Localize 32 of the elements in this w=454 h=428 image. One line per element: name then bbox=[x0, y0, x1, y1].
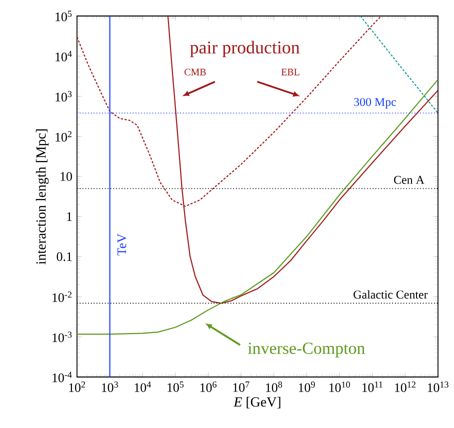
y-tick-label: 10$^{-4}$ bbox=[52, 372, 72, 382]
x-tick-label: 10$^{5}$ bbox=[168, 382, 184, 392]
text: inverse-Compton bbox=[248, 342, 365, 358]
x-tick-label: 10$^{9}$ bbox=[298, 382, 315, 392]
x-tick-label: 10$^{13}$ bbox=[428, 382, 448, 392]
x-tick-label: 10$^{2}$ bbox=[69, 382, 85, 392]
text: EBL bbox=[281, 68, 300, 76]
x-axis-title: E [GeV] bbox=[234, 396, 280, 408]
y-tick-label: 10$^{-3}$ bbox=[52, 332, 72, 342]
ref-line-label: TeV bbox=[118, 234, 126, 256]
series-label: CMB bbox=[184, 68, 206, 76]
y-tick-label: 10$^{3}$ bbox=[56, 90, 72, 102]
y-tick-label: 10$^{4}$ bbox=[56, 50, 72, 62]
x-tick-label: 10$^{8}$ bbox=[266, 382, 282, 392]
y-tick-label: 10$^{-2}$ bbox=[52, 292, 72, 302]
annotation: pair production bbox=[190, 40, 300, 58]
y-tick-label: 1 bbox=[67, 212, 72, 221]
y-tick-label: 10 bbox=[60, 172, 72, 181]
x-tick-label: 10$^{12}$ bbox=[395, 382, 416, 392]
y-tick-label: 10$^{5}$ bbox=[56, 10, 72, 22]
x-tick-label: 10$^{10}$ bbox=[329, 382, 350, 392]
y-tick-label: 10$^{2}$ bbox=[56, 131, 72, 142]
x-tick-label: 10$^{7}$ bbox=[233, 382, 250, 392]
ref-line-label: Galactic Center bbox=[354, 290, 428, 299]
x-tick-label: 10$^{4}$ bbox=[134, 382, 151, 392]
x-tick-label: 10$^{6}$ bbox=[200, 382, 216, 392]
x-tick-label: 10$^{3}$ bbox=[102, 382, 118, 392]
y-tick-label: 0.1 bbox=[56, 252, 72, 262]
ref-line-label: 300 Mpc bbox=[354, 98, 396, 108]
x-tick-label: 10$^{11}$ bbox=[362, 382, 382, 392]
y-axis-title: interaction length [Mpc] bbox=[36, 129, 49, 264]
ref-line-label: Cen A bbox=[394, 176, 424, 184]
